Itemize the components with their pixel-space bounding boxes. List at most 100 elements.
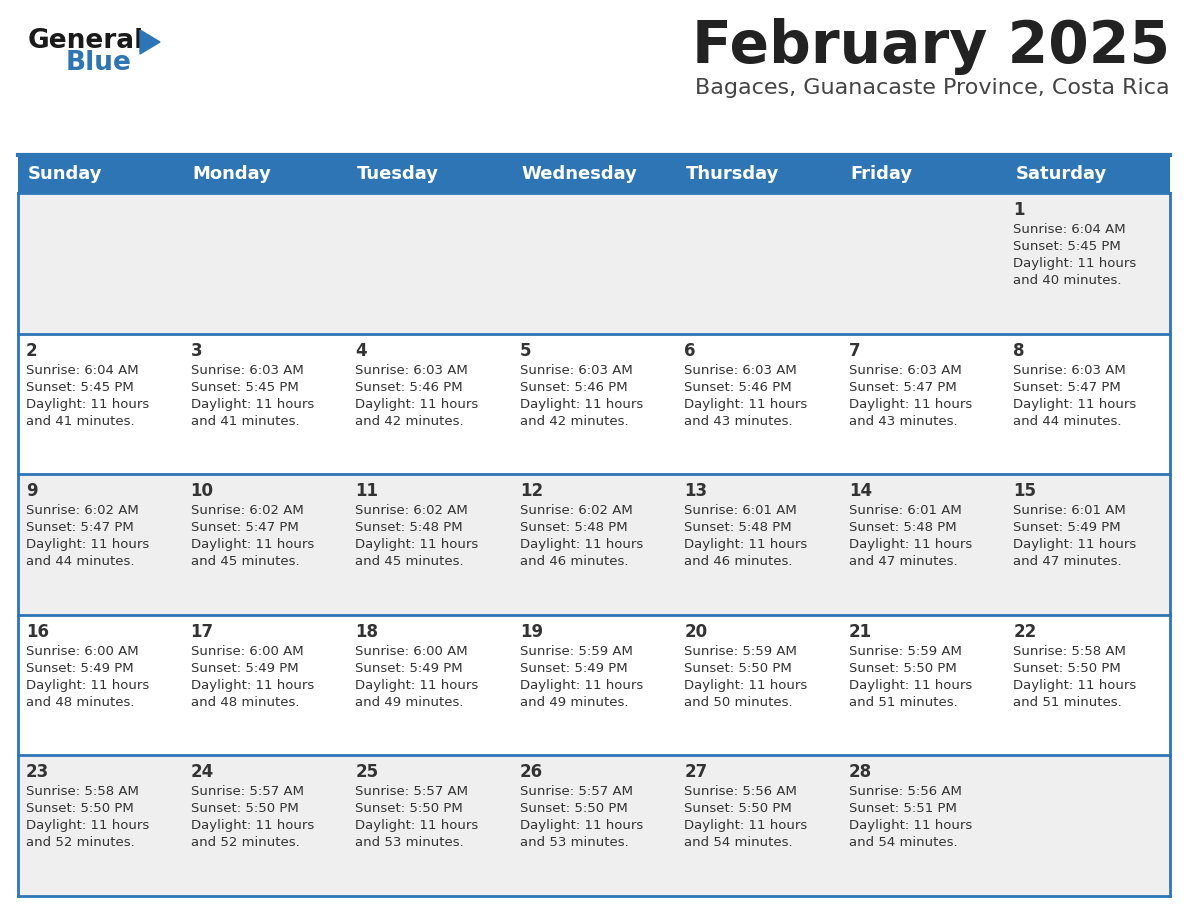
Text: 3: 3 (190, 341, 202, 360)
Text: Sunrise: 5:58 AM: Sunrise: 5:58 AM (1013, 644, 1126, 658)
Text: and 48 minutes.: and 48 minutes. (190, 696, 299, 709)
Text: and 54 minutes.: and 54 minutes. (849, 836, 958, 849)
Text: Friday: Friday (851, 165, 914, 183)
Text: Daylight: 11 hours: Daylight: 11 hours (1013, 678, 1137, 692)
Text: 16: 16 (26, 622, 49, 641)
Text: Sunrise: 5:59 AM: Sunrise: 5:59 AM (684, 644, 797, 658)
Bar (18, 475, 1170, 615)
Text: Daylight: 11 hours: Daylight: 11 hours (190, 397, 314, 410)
Text: Monday: Monday (192, 165, 271, 183)
Text: Sunrise: 5:56 AM: Sunrise: 5:56 AM (684, 786, 797, 799)
Text: Sunrise: 5:58 AM: Sunrise: 5:58 AM (26, 786, 139, 799)
Text: Sunrise: 6:00 AM: Sunrise: 6:00 AM (26, 644, 139, 658)
Text: Daylight: 11 hours: Daylight: 11 hours (190, 678, 314, 692)
Text: 13: 13 (684, 482, 707, 500)
Text: Daylight: 11 hours: Daylight: 11 hours (355, 397, 479, 410)
Text: and 51 minutes.: and 51 minutes. (1013, 696, 1123, 709)
Text: Sunset: 5:49 PM: Sunset: 5:49 PM (26, 662, 133, 675)
Bar (18, 756, 1170, 896)
Text: Daylight: 11 hours: Daylight: 11 hours (26, 820, 150, 833)
Text: 14: 14 (849, 482, 872, 500)
Text: Daylight: 11 hours: Daylight: 11 hours (519, 820, 643, 833)
Text: Sunrise: 5:57 AM: Sunrise: 5:57 AM (190, 786, 304, 799)
Text: and 48 minutes.: and 48 minutes. (26, 696, 134, 709)
Text: Sunset: 5:50 PM: Sunset: 5:50 PM (684, 662, 792, 675)
Text: Sunrise: 5:57 AM: Sunrise: 5:57 AM (519, 786, 633, 799)
Text: 9: 9 (26, 482, 38, 500)
Text: Sunrise: 6:04 AM: Sunrise: 6:04 AM (26, 364, 139, 376)
Text: Sunset: 5:51 PM: Sunset: 5:51 PM (849, 802, 956, 815)
Text: 27: 27 (684, 764, 708, 781)
Text: and 47 minutes.: and 47 minutes. (1013, 555, 1121, 568)
Text: and 54 minutes.: and 54 minutes. (684, 836, 792, 849)
Text: Blue: Blue (67, 50, 132, 76)
Text: 11: 11 (355, 482, 378, 500)
Text: Daylight: 11 hours: Daylight: 11 hours (26, 678, 150, 692)
Text: 7: 7 (849, 341, 860, 360)
Text: Sunset: 5:46 PM: Sunset: 5:46 PM (355, 381, 463, 394)
Text: and 46 minutes.: and 46 minutes. (684, 555, 792, 568)
Text: Sunset: 5:50 PM: Sunset: 5:50 PM (849, 662, 956, 675)
Text: Sunrise: 6:03 AM: Sunrise: 6:03 AM (519, 364, 632, 376)
Text: Sunset: 5:45 PM: Sunset: 5:45 PM (1013, 240, 1121, 253)
Text: and 41 minutes.: and 41 minutes. (26, 415, 134, 428)
Bar (18, 193, 1170, 333)
Text: Daylight: 11 hours: Daylight: 11 hours (519, 538, 643, 551)
Text: Sunrise: 6:00 AM: Sunrise: 6:00 AM (355, 644, 468, 658)
Text: Daylight: 11 hours: Daylight: 11 hours (849, 678, 972, 692)
Text: Sunrise: 5:59 AM: Sunrise: 5:59 AM (519, 644, 632, 658)
Text: 6: 6 (684, 341, 696, 360)
Text: and 50 minutes.: and 50 minutes. (684, 696, 792, 709)
Text: 18: 18 (355, 622, 378, 641)
Text: Daylight: 11 hours: Daylight: 11 hours (1013, 397, 1137, 410)
Text: Sunset: 5:50 PM: Sunset: 5:50 PM (26, 802, 134, 815)
Text: Tuesday: Tuesday (358, 165, 440, 183)
Text: Sunset: 5:49 PM: Sunset: 5:49 PM (355, 662, 463, 675)
Text: and 47 minutes.: and 47 minutes. (849, 555, 958, 568)
Text: Sunset: 5:48 PM: Sunset: 5:48 PM (519, 521, 627, 534)
Text: Sunset: 5:50 PM: Sunset: 5:50 PM (684, 802, 792, 815)
Text: Daylight: 11 hours: Daylight: 11 hours (684, 678, 808, 692)
Text: 22: 22 (1013, 622, 1037, 641)
Text: Sunset: 5:47 PM: Sunset: 5:47 PM (1013, 381, 1121, 394)
Text: Thursday: Thursday (687, 165, 779, 183)
Text: 1: 1 (1013, 201, 1025, 219)
Text: 19: 19 (519, 622, 543, 641)
Text: Daylight: 11 hours: Daylight: 11 hours (190, 538, 314, 551)
Text: and 42 minutes.: and 42 minutes. (519, 415, 628, 428)
Text: and 44 minutes.: and 44 minutes. (1013, 415, 1121, 428)
Text: 28: 28 (849, 764, 872, 781)
Bar (18, 615, 1170, 756)
Text: 4: 4 (355, 341, 367, 360)
Text: 8: 8 (1013, 341, 1025, 360)
Text: Daylight: 11 hours: Daylight: 11 hours (684, 397, 808, 410)
Text: and 52 minutes.: and 52 minutes. (26, 836, 134, 849)
Text: General: General (29, 28, 144, 54)
Text: Sunrise: 6:03 AM: Sunrise: 6:03 AM (1013, 364, 1126, 376)
Text: Sunset: 5:49 PM: Sunset: 5:49 PM (1013, 521, 1121, 534)
Text: 15: 15 (1013, 482, 1036, 500)
Text: Sunset: 5:47 PM: Sunset: 5:47 PM (26, 521, 134, 534)
Text: Sunrise: 6:01 AM: Sunrise: 6:01 AM (684, 504, 797, 517)
Text: and 46 minutes.: and 46 minutes. (519, 555, 628, 568)
Text: Sunset: 5:49 PM: Sunset: 5:49 PM (190, 662, 298, 675)
Text: Bagaces, Guanacaste Province, Costa Rica: Bagaces, Guanacaste Province, Costa Rica (695, 78, 1170, 98)
Text: and 49 minutes.: and 49 minutes. (355, 696, 463, 709)
Text: Sunrise: 6:04 AM: Sunrise: 6:04 AM (1013, 223, 1126, 236)
Text: Daylight: 11 hours: Daylight: 11 hours (1013, 538, 1137, 551)
Text: Sunset: 5:50 PM: Sunset: 5:50 PM (1013, 662, 1121, 675)
Polygon shape (140, 30, 160, 54)
Text: Saturday: Saturday (1016, 165, 1107, 183)
Text: Daylight: 11 hours: Daylight: 11 hours (190, 820, 314, 833)
Text: Sunrise: 6:00 AM: Sunrise: 6:00 AM (190, 644, 303, 658)
Text: Sunrise: 5:59 AM: Sunrise: 5:59 AM (849, 644, 962, 658)
Text: Daylight: 11 hours: Daylight: 11 hours (684, 538, 808, 551)
Text: Sunset: 5:50 PM: Sunset: 5:50 PM (190, 802, 298, 815)
Text: and 45 minutes.: and 45 minutes. (190, 555, 299, 568)
Text: 10: 10 (190, 482, 214, 500)
Text: 5: 5 (519, 341, 531, 360)
Text: and 49 minutes.: and 49 minutes. (519, 696, 628, 709)
Text: Sunrise: 6:02 AM: Sunrise: 6:02 AM (190, 504, 303, 517)
Text: and 43 minutes.: and 43 minutes. (849, 415, 958, 428)
Text: and 51 minutes.: and 51 minutes. (849, 696, 958, 709)
